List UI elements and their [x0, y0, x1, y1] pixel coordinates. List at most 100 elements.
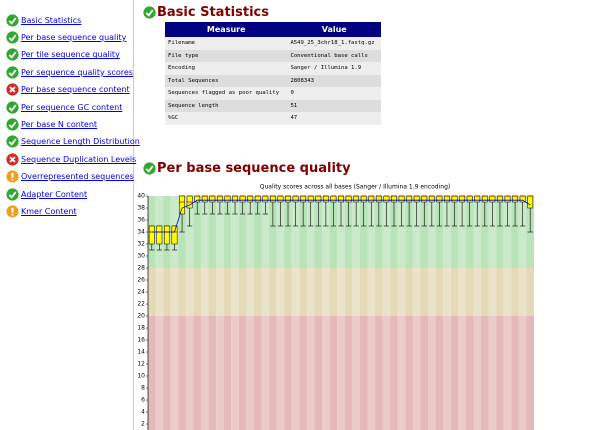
column-header: Measure: [165, 22, 288, 37]
stripe: [428, 268, 436, 316]
stripe: [170, 316, 179, 430]
quality-zone: [359, 268, 368, 316]
status-icon: [6, 153, 19, 166]
quality-zone: [465, 316, 474, 430]
nav-item: Per sequence GC content: [6, 100, 122, 114]
quality-zone: [322, 196, 330, 268]
quality-zone: [193, 316, 201, 430]
quality-zone: [511, 196, 519, 268]
table-row: File type Conventional base calls: [165, 49, 381, 62]
quality-zone: [223, 268, 232, 316]
quality-zone: [238, 268, 247, 316]
box: [322, 195, 329, 203]
box: [368, 195, 375, 203]
nav-item: Basic Statistics: [6, 13, 81, 27]
nav-link[interactable]: Adapter Content: [21, 189, 88, 199]
nav-link[interactable]: Sequence Duplication Levels: [21, 154, 137, 164]
box: [413, 195, 420, 203]
quality-zone: [269, 316, 277, 430]
box: [444, 195, 450, 203]
stripe: [322, 268, 330, 316]
box: [201, 195, 208, 203]
chart: Quality scores across all bases (Sanger …: [137, 184, 534, 430]
stripe: [322, 196, 330, 268]
table-cell: Sequences flagged as poor quality: [165, 87, 288, 100]
stripe: [246, 316, 254, 430]
box: [285, 195, 291, 203]
box: [489, 195, 496, 203]
nav-link[interactable]: Overrepresented sequences: [21, 172, 134, 182]
box: [497, 195, 503, 203]
nav-item: Kmer Content: [6, 204, 77, 218]
table-cell: A549_25_3chr18_1.fastq.gz: [287, 37, 381, 50]
quality-zone: [314, 268, 323, 316]
box: [345, 195, 352, 203]
stripe: [261, 196, 270, 268]
status-icon: [6, 170, 19, 183]
heading-text: Basic Statistics: [157, 5, 269, 20]
box: [148, 225, 155, 245]
quality-zone: [458, 268, 466, 316]
stripe: [458, 268, 466, 316]
quality-zone: [420, 316, 429, 430]
quality-zone: [148, 268, 156, 316]
table-row: Sequence length 51: [165, 99, 381, 112]
quality-zone: [428, 268, 436, 316]
quality-zone: [337, 196, 345, 268]
stripe: [185, 268, 194, 316]
quality-zone: [238, 316, 247, 430]
nav-link[interactable]: Per base N content: [21, 119, 98, 129]
y-tick-label: 14: [137, 349, 145, 356]
quality-zone: [216, 268, 224, 316]
stripe: [291, 316, 300, 430]
quality-zone: [238, 196, 247, 268]
stripe: [488, 268, 497, 316]
stripe: [231, 196, 239, 268]
quality-zone: [306, 268, 315, 316]
box: [156, 225, 163, 245]
stripe: [412, 316, 421, 430]
box: [451, 195, 458, 203]
stripe: [216, 316, 224, 430]
nav-link[interactable]: Basic Statistics: [21, 15, 82, 25]
box: [217, 195, 223, 203]
quality-zone: [397, 196, 406, 268]
y-tick-label: 22: [137, 301, 145, 308]
quality-zone: [443, 268, 451, 316]
quality-zone: [412, 268, 421, 316]
quality-zone: [299, 316, 307, 430]
quality-zone: [284, 196, 292, 268]
quality-zone: [193, 268, 201, 316]
quality-zone: [299, 196, 307, 268]
stripe: [443, 196, 451, 268]
status-icon: [6, 48, 19, 61]
table-cell: Sanger / Illumina 1.9: [287, 62, 381, 75]
box: [406, 195, 413, 203]
quality-zone: [420, 268, 429, 316]
quality-zone: [503, 268, 512, 316]
stripe: [503, 196, 512, 268]
table-row: Total Sequences 2808343: [165, 74, 381, 87]
nav-link[interactable]: Per base sequence content: [21, 85, 130, 95]
stripe: [155, 268, 164, 316]
stripe: [170, 268, 179, 316]
stripe: [458, 196, 466, 268]
quality-zone: [246, 268, 254, 316]
nav-link[interactable]: Per tile sequence quality: [21, 50, 120, 60]
status-icon: [6, 205, 19, 218]
quality-zone: [208, 268, 217, 316]
box: [436, 195, 443, 203]
quality-zone: [359, 196, 368, 268]
sidebar: Basic Statistics Per base sequence qualit…: [0, 0, 140, 430]
nav-item: Per tile sequence quality: [6, 48, 120, 62]
nav-link[interactable]: Per sequence quality scores: [21, 67, 133, 77]
stripe: [306, 196, 315, 268]
nav-link[interactable]: Sequence Length Distribution: [21, 137, 140, 147]
nav-link[interactable]: Per sequence GC content: [21, 102, 123, 112]
nav-link[interactable]: Kmer Content: [21, 206, 77, 216]
box: [315, 195, 322, 203]
table-row: Sequences flagged as poor quality 0: [165, 87, 381, 100]
nav-link[interactable]: Per base sequence quality: [21, 32, 127, 42]
quality-zone: [163, 316, 171, 430]
stripe: [337, 268, 345, 316]
